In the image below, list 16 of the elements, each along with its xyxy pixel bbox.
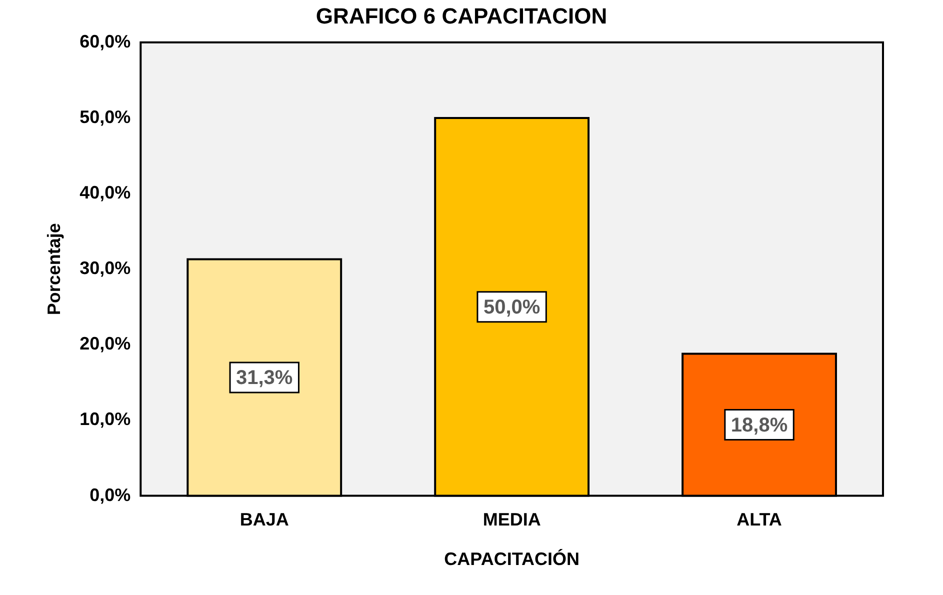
y-tick-label: 30,0% — [80, 258, 131, 278]
x-tick-label: MEDIA — [482, 510, 541, 530]
y-tick-label: 20,0% — [80, 334, 131, 354]
x-tick-label: BAJA — [240, 510, 289, 530]
y-tick-label: 50,0% — [80, 106, 131, 127]
y-tick-label: 40,0% — [80, 182, 131, 202]
y-tick-label: 10,0% — [80, 409, 131, 430]
y-tick-label: 0,0% — [90, 484, 131, 505]
data-label: 18,8% — [730, 414, 788, 436]
data-label: 50,0% — [483, 296, 540, 318]
x-axis-title: CAPACITACIÓN — [444, 549, 580, 570]
chart-title: GRAFICO 6 CAPACITACION — [316, 3, 608, 28]
x-tick-label: ALTA — [736, 510, 782, 530]
y-axis-title: Porcentaje — [44, 223, 64, 316]
data-label: 31,3% — [236, 367, 293, 390]
y-tick-label: 60,0% — [80, 31, 131, 52]
